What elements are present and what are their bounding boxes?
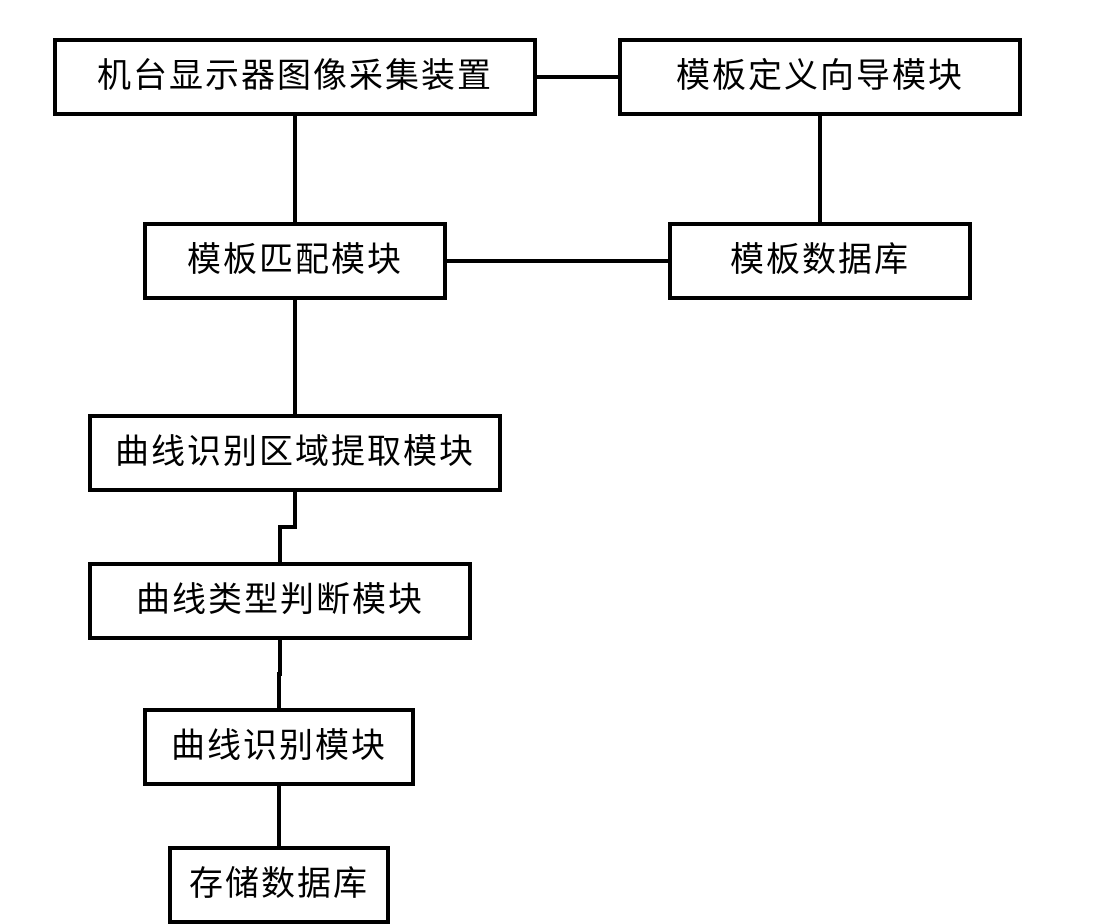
node-label: 曲线识别模块 xyxy=(171,727,387,765)
edge-n_type_judge-n_curve_rec xyxy=(279,638,280,710)
node-n_region_extract: 曲线识别区域提取模块 xyxy=(90,416,500,490)
node-n_image_capture: 机台显示器图像采集装置 xyxy=(55,40,535,114)
node-label: 存储数据库 xyxy=(189,865,369,903)
node-label: 曲线识别区域提取模块 xyxy=(115,433,475,471)
node-n_template_db: 模板数据库 xyxy=(670,224,970,298)
node-label: 模板匹配模块 xyxy=(187,241,403,279)
node-n_wizard: 模板定义向导模块 xyxy=(620,40,1020,114)
node-n_store_db: 存储数据库 xyxy=(170,848,388,922)
node-label: 模板定义向导模块 xyxy=(676,57,964,95)
node-label: 曲线类型判断模块 xyxy=(136,581,424,619)
node-n_match: 模板匹配模块 xyxy=(145,224,445,298)
node-n_curve_rec: 曲线识别模块 xyxy=(145,710,413,784)
edge-n_region_extract-n_type_judge xyxy=(280,490,295,564)
node-label: 模板数据库 xyxy=(730,241,910,279)
flowchart-diagram: 机台显示器图像采集装置 模板定义向导模块模板匹配模块 模板数据库曲线识别区域提取模块… xyxy=(0,0,1096,924)
node-label: 机台显示器图像采集装置 xyxy=(97,57,493,95)
node-n_type_judge: 曲线类型判断模块 xyxy=(90,564,470,638)
nodes-layer: 机台显示器图像采集装置 模板定义向导模块模板匹配模块 模板数据库曲线识别区域提取模块… xyxy=(55,40,1020,922)
